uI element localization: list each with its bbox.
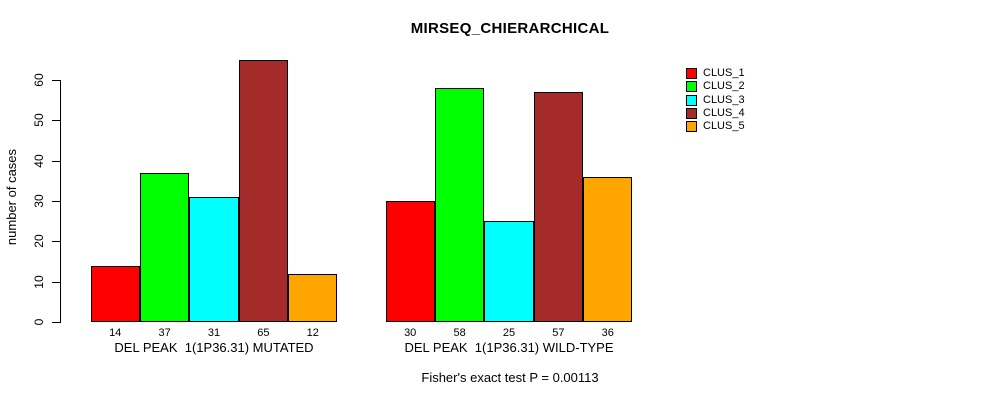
bar-value-label: 25	[502, 327, 516, 339]
stat-test-caption: Fisher's exact test P = 0.00113	[421, 370, 599, 385]
bar-clus_2	[434, 88, 485, 322]
y-tick-label: 50	[32, 113, 46, 128]
legend-swatch	[686, 94, 697, 106]
y-tick-label: 60	[32, 73, 46, 87]
y-tick-mark	[52, 80, 60, 81]
bar-value-label: 58	[453, 327, 466, 339]
y-tick-mark	[52, 120, 60, 122]
bar-value-label: 14	[109, 327, 122, 339]
group-axis-label: DEL PEAK 1(1P36.31) MUTATED	[114, 340, 314, 355]
y-tick-mark	[52, 281, 60, 283]
bar-clus_1	[90, 265, 140, 322]
bar-value-label: 65	[257, 327, 270, 339]
bar-value-label: 57	[552, 327, 565, 339]
bar-clus_1	[385, 201, 435, 322]
bar-clus_3	[484, 221, 534, 322]
y-axis-line	[60, 80, 61, 323]
legend-swatch	[686, 107, 697, 119]
bar-value-label: 31	[207, 327, 221, 339]
bar-value-label: 12	[306, 327, 319, 339]
legend-label: CLUS_4	[703, 106, 745, 119]
legend-label: CLUS_3	[703, 93, 745, 106]
y-tick-label: 0	[32, 318, 46, 326]
y-tick-mark	[52, 322, 60, 323]
y-tick-label: 20	[32, 234, 46, 249]
legend-swatch	[686, 81, 697, 93]
bar-clus_5	[288, 273, 338, 322]
y-tick-mark	[52, 160, 60, 162]
legend-swatch	[686, 121, 697, 133]
y-tick-label: 10	[32, 274, 46, 289]
bar-clus_3	[189, 196, 239, 322]
bar-value-label: 30	[404, 327, 417, 339]
y-axis-label: number of cases	[4, 148, 19, 246]
bar-clus_4	[238, 59, 289, 322]
chart-title: MIRSEQ_CHIERARCHICAL	[410, 20, 610, 37]
legend-label: CLUS_5	[703, 120, 745, 133]
legend-label: CLUS_2	[703, 80, 745, 93]
y-tick-mark	[52, 201, 60, 202]
legend-swatch	[686, 68, 697, 79]
y-tick-mark	[52, 241, 60, 243]
bar-clus_4	[533, 92, 584, 322]
y-tick-label: 30	[32, 194, 46, 208]
bar-value-label: 37	[158, 327, 171, 339]
legend-label: CLUS_1	[703, 67, 745, 79]
bar-clus_2	[139, 172, 190, 322]
group-axis-label: DEL PEAK 1(1P36.31) WILD-TYPE	[404, 340, 614, 355]
y-tick-label: 40	[32, 153, 46, 168]
bar-value-label: 36	[601, 327, 614, 339]
bar-clus_5	[583, 176, 633, 322]
